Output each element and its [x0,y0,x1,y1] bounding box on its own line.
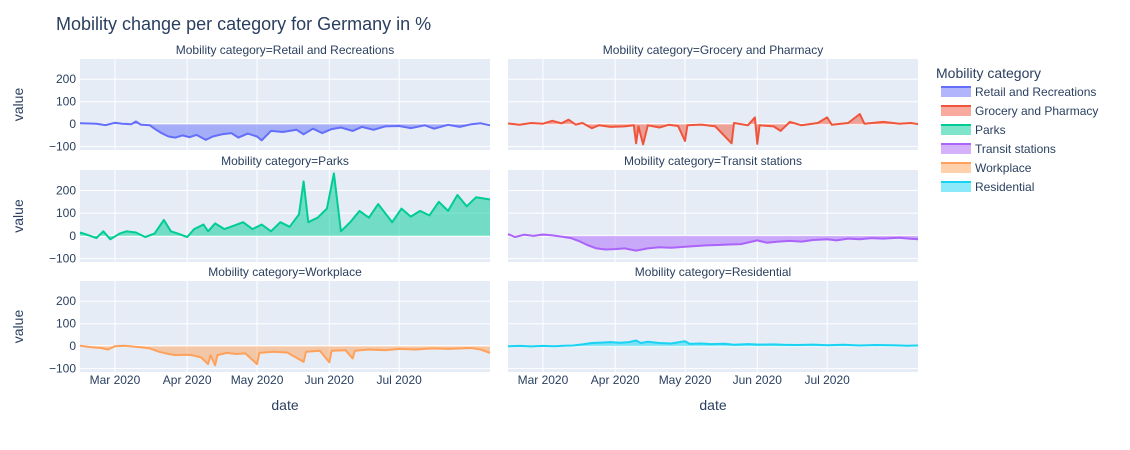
legend-label: Grocery and Pharmacy [975,104,1098,118]
series-line[interactable] [507,113,919,146]
y-tick-label: 0 [69,117,76,131]
y-tick-label: −100 [49,362,76,376]
y-tick-label: 100 [56,206,76,220]
x-tick-label: Jun 2020 [305,373,355,387]
legend-item[interactable]: Workplace [941,161,1032,175]
y-tick-label: 200 [56,72,76,86]
legend-item[interactable]: Transit stations [941,142,1056,156]
legend-item[interactable]: Grocery and Pharmacy [941,104,1098,118]
legend-label: Workplace [975,161,1032,175]
legend-label: Retail and Recreations [975,85,1096,99]
plot-area-background [508,59,918,150]
facet-panel-2: Mobility category=Grocery and Pharmacy [507,43,919,150]
legend-swatch-fill [941,163,971,173]
legend-item[interactable]: Residential [941,180,1034,194]
x-tick-label: Apr 2020 [591,373,640,387]
chart-title: Mobility change per category for Germany… [56,14,431,34]
x-tick-label: Apr 2020 [163,373,212,387]
plot-area-background [80,59,490,150]
legend-item[interactable]: Parks [941,123,1006,137]
facet-title: Mobility category=Grocery and Pharmacy [603,43,823,57]
y-tick-label: −100 [49,140,76,154]
series-area [80,173,490,240]
y-tick-label: 100 [56,317,76,331]
series-line[interactable] [79,344,491,367]
legend-swatch-fill [941,182,971,192]
y-tick-label: 0 [69,229,76,243]
facet-title: Mobility category=Retail and Recreations [176,43,394,57]
legend-label: Transit stations [975,142,1056,156]
facet-panel-4: Mobility category=Transit stations [507,154,919,262]
legend-swatch-fill [941,106,971,116]
series-line[interactable] [79,172,491,241]
axis-labels: date date [271,397,726,413]
series-line[interactable] [79,120,491,142]
y-tick-label: 200 [56,183,76,197]
y-tick-label: 100 [56,95,76,109]
x-tick-label: Jul 2020 [376,373,422,387]
y-tick-label: 200 [56,294,76,308]
series-line[interactable] [507,233,919,252]
x-tick-label: May 2020 [231,373,284,387]
legend-swatch-fill [941,125,971,135]
series-area [80,345,490,366]
legend-label: Residential [975,180,1034,194]
facet-panel-6: Mobility category=Residential Mar 2020 Apr… [507,265,919,387]
plot-area-background [80,281,490,372]
facet-panel-3: Mobility category=Parks −100 0 100 200 value [10,154,491,266]
legend-label: Parks [975,123,1006,137]
facet-title: Mobility category=Workplace [208,265,362,279]
x-axis-label-left: date [271,397,298,413]
facet-panels: Mobility category=Retail and Recreations… [10,43,919,387]
facet-title: Mobility category=Transit stations [624,154,802,168]
x-tick-label: Jun 2020 [733,373,783,387]
x-tick-label: Jul 2020 [804,373,850,387]
legend-item[interactable]: Retail and Recreations [941,85,1096,99]
x-tick-label: Mar 2020 [518,373,569,387]
x-tick-label: May 2020 [659,373,712,387]
series-line[interactable] [507,339,919,348]
facet-title: Mobility category=Parks [221,154,349,168]
legend-swatch-fill [941,87,971,97]
y-axis-label: value [10,310,26,344]
facet-title: Mobility category=Residential [635,265,791,279]
legend[interactable]: Mobility category Retail and Recreations… [936,65,1098,194]
x-tick-label: Mar 2020 [90,373,141,387]
legend-title: Mobility category [936,65,1041,81]
y-tick-label: 0 [69,339,76,353]
y-axis-label: value [10,199,26,233]
x-axis-label-right: date [699,397,726,413]
series-area [508,234,918,251]
facet-panel-5: Mobility category=Workplace −100 0 100 200 va… [10,265,491,387]
plot-area-background [508,281,918,372]
facet-panel-1: Mobility category=Retail and Recreations… [10,43,491,154]
y-tick-label: −100 [49,252,76,266]
plot-area-background [508,170,918,262]
legend-swatch-fill [941,144,971,154]
y-axis-label: value [10,88,26,122]
